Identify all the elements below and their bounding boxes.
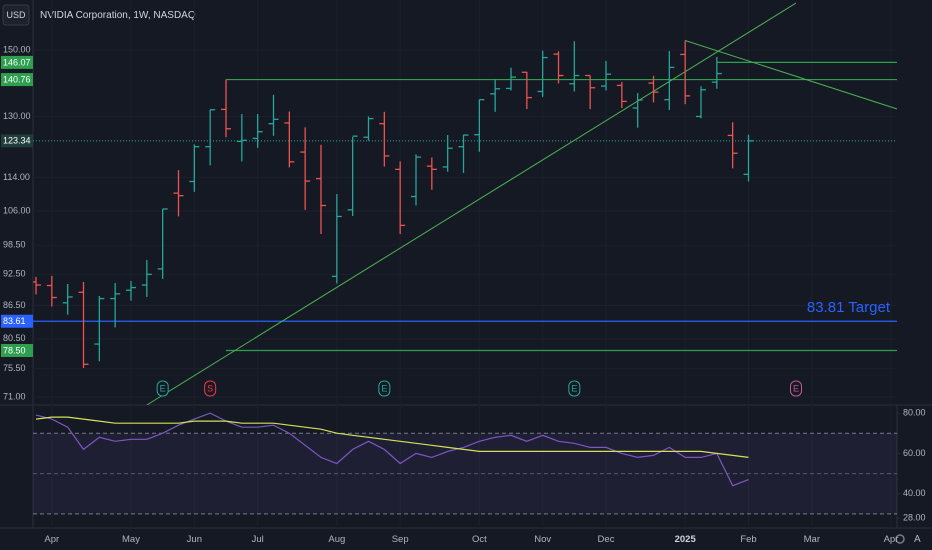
event-marker: [204, 380, 217, 397]
gear: [895, 534, 905, 544]
level-annotation: 83.81 Target: [807, 299, 891, 316]
symbol-title: NVIDIA Corporation, 1W, NASDAQ: [40, 10, 196, 21]
grid: [33, 0, 897, 528]
price-level-label: 78.50: [3, 345, 26, 355]
event-label: E: [793, 383, 799, 393]
x-tick-label: Jul: [252, 534, 264, 545]
x-tick-label: Dec: [598, 534, 615, 545]
price-level-label: 123.34: [3, 136, 31, 146]
price-level-box: [1, 134, 33, 148]
y-tick-label: 106.00: [3, 206, 31, 216]
price-level-box: [1, 55, 33, 69]
x-tick-label: Aug: [328, 534, 345, 545]
x-tick-label: Apr: [884, 534, 899, 545]
event-label: E: [160, 383, 166, 393]
settings-icon[interactable]: [895, 534, 905, 544]
price-plot: [33, 2, 897, 405]
event-marker: [790, 380, 802, 397]
rsi-tick-label: 80.00: [903, 407, 926, 417]
event-marker: [378, 380, 391, 397]
y-tick-label: 71.00: [3, 391, 26, 401]
x-tick-label: 2025: [675, 534, 697, 545]
event-label: E: [571, 383, 577, 393]
x-tick-label: Mar: [804, 534, 820, 545]
event-label: S: [207, 383, 213, 393]
event-marker: [156, 380, 169, 397]
price-level-box: [1, 344, 33, 358]
x-tick-label: Jun: [187, 534, 202, 545]
rsi-tick-label: 28.00: [903, 512, 926, 522]
y-tick-label: 86.50: [3, 300, 26, 310]
x-tick-label: Apr: [44, 534, 59, 545]
y-tick-label: 114.00: [3, 172, 30, 182]
y-tick-label: 92.50: [3, 269, 26, 279]
x-tick-label: Feb: [740, 534, 756, 545]
price-level-box: [1, 73, 33, 87]
rsi-plot: [33, 412, 897, 515]
currency-label: USD: [6, 10, 26, 20]
trendline: [685, 40, 897, 110]
x-tick-label: Sep: [392, 534, 409, 545]
event-label: E: [381, 383, 387, 393]
x-tick-label: May: [122, 534, 140, 545]
y-tick-label: 130.00: [3, 111, 31, 121]
price-level-label: 140.76: [3, 74, 31, 84]
auto-scale-button[interactable]: A: [914, 534, 921, 545]
rsi-line: [35, 412, 749, 487]
y-tick-label: 150.00: [3, 44, 31, 54]
x-tick-label: Oct: [472, 534, 487, 545]
y-tick-label: 80.50: [3, 333, 26, 343]
y-tick-label: 75.50: [3, 363, 26, 373]
rsi-line: [35, 416, 749, 458]
price-level-box: [1, 314, 33, 328]
currency-button[interactable]: [2, 4, 30, 26]
trendline: [146, 2, 797, 405]
y-tick-label: 98.50: [3, 240, 26, 250]
price-level-label: 83.61: [3, 316, 26, 326]
event-marker: [568, 380, 581, 397]
x-tick-label: Nov: [534, 534, 551, 545]
rsi-tick-label: 60.00: [903, 448, 926, 458]
price-level-label: 146.07: [3, 57, 31, 67]
rsi-tick-label: 40.00: [903, 488, 926, 498]
